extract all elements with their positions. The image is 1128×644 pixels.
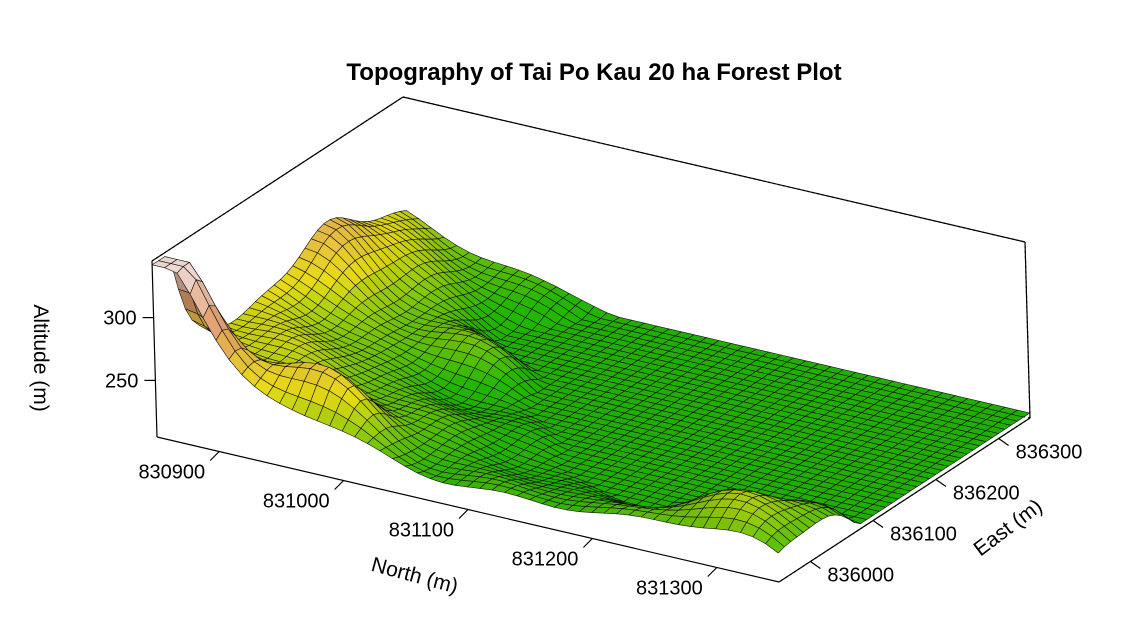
box-edge <box>778 417 1031 583</box>
tick-mark-east <box>810 561 821 569</box>
tick-label-east: 836000 <box>827 565 894 587</box>
altitude-axis-ticks: 250 300 <box>103 308 156 392</box>
tick-label-altitude: 300 <box>103 308 136 330</box>
tick-mark-east <box>935 479 947 487</box>
tick-label-north: 831000 <box>263 491 330 513</box>
tick-mark-north <box>334 480 345 490</box>
box-edge <box>1024 241 1031 419</box>
tick-mark-east <box>998 438 1009 446</box>
north-axis-ticks: 830900 831000 831100 831200 831300 <box>138 451 718 600</box>
tick-mark-east <box>872 520 884 528</box>
box-edge <box>151 96 404 262</box>
tick-label-altitude: 250 <box>105 370 138 392</box>
box-edge <box>402 96 1026 243</box>
surface-mesh <box>151 210 1031 554</box>
tick-mark-north <box>707 567 718 577</box>
tick-mark-north <box>209 451 220 461</box>
surface-facet <box>765 535 785 554</box>
east-axis-label: East (m) <box>969 495 1046 561</box>
box-edge <box>151 260 158 438</box>
tick-label-north: 831300 <box>636 578 703 600</box>
tick-label-east: 836100 <box>890 524 957 546</box>
altitude-axis-label: Altitude (m) <box>29 304 52 411</box>
tick-mark-north <box>458 509 469 519</box>
chart-title: Topography of Tai Po Kau 20 ha Forest Pl… <box>346 59 841 86</box>
tick-mark-north <box>582 538 593 548</box>
tick-label-north: 830900 <box>138 462 205 484</box>
tick-label-north: 831100 <box>389 520 454 542</box>
north-axis-label: North (m) <box>369 553 461 598</box>
tick-label-north: 831200 <box>512 549 579 571</box>
east-axis-ticks: 836000 836100 836200 836300 <box>810 438 1083 587</box>
tick-label-east: 836200 <box>953 483 1020 505</box>
tick-label-east: 836300 <box>1016 442 1083 464</box>
